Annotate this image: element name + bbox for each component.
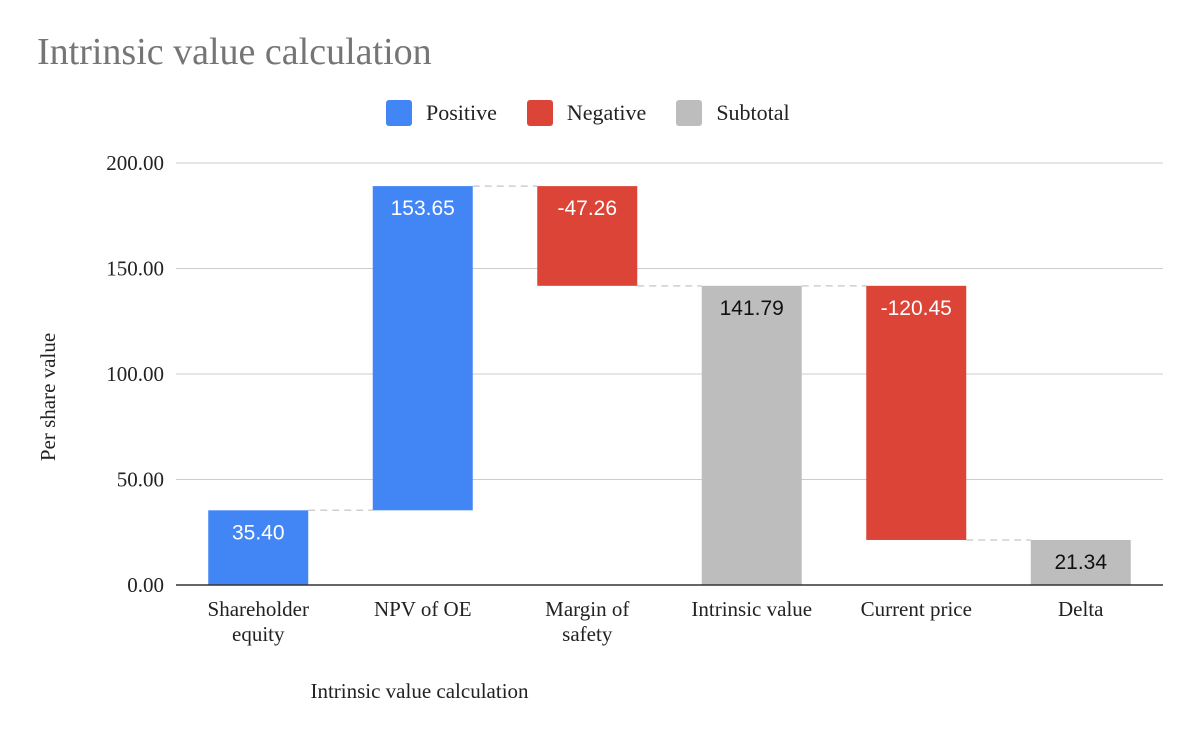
data-label: 153.65 [391, 197, 455, 220]
x-tick-label: NPV of OE [374, 597, 472, 621]
y-tick-label: 50.00 [117, 468, 164, 492]
x-tick-label: Margin of [545, 597, 629, 621]
legend: Positive Negative Subtotal [386, 100, 820, 126]
bar-negative [537, 186, 638, 286]
y-tick-label: 100.00 [106, 362, 164, 386]
legend-item-subtotal: Subtotal [676, 100, 790, 126]
bar-positive [208, 510, 309, 585]
bar-subtotal [701, 285, 802, 585]
x-axis-title: Intrinsic value calculation [310, 679, 529, 703]
bar-negative [866, 285, 967, 540]
data-label: -47.26 [557, 197, 617, 220]
legend-label-subtotal: Subtotal [716, 100, 790, 125]
legend-swatch-subtotal [676, 100, 703, 126]
y-tick-label: 0.00 [127, 573, 164, 597]
x-tick-label: Delta [1058, 597, 1104, 621]
data-label: 21.34 [1054, 551, 1107, 574]
data-label: -120.45 [881, 297, 952, 320]
x-tick-label: safety [562, 622, 613, 646]
chart-title: Intrinsic value calculation [37, 31, 432, 73]
y-tick-label: 200.00 [106, 151, 164, 175]
legend-item-positive: Positive [386, 100, 497, 126]
legend-swatch-negative [526, 100, 553, 126]
data-label: 141.79 [720, 297, 784, 320]
legend-item-negative: Negative [526, 100, 647, 126]
x-tick-label: Shareholder [208, 597, 309, 621]
x-tick-label: Current price [861, 597, 972, 621]
bar-subtotal [1030, 539, 1131, 585]
legend-swatch-positive [386, 100, 412, 126]
legend-label-positive: Positive [426, 100, 497, 125]
legend-label-negative: Negative [566, 100, 647, 125]
data-label: 35.40 [232, 521, 285, 544]
y-tick-label: 150.00 [106, 257, 164, 281]
bar-positive [372, 186, 473, 511]
x-tick-label: equity [232, 622, 285, 646]
x-tick-label: Intrinsic value [691, 597, 812, 621]
y-axis-title: Per share value [36, 333, 60, 461]
